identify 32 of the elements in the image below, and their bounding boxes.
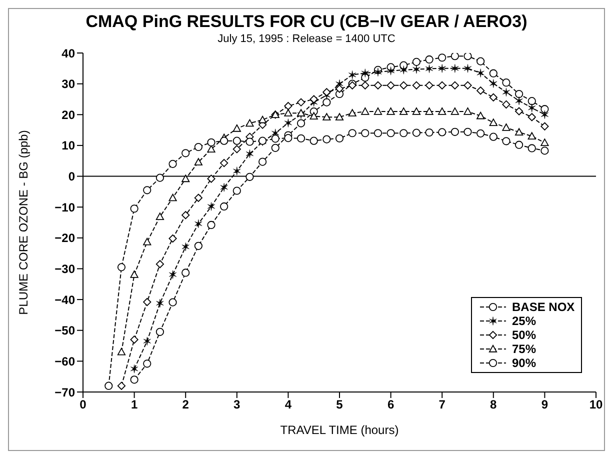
x-tick-label: 0: [80, 398, 87, 412]
x-tick-label: 5: [336, 398, 344, 412]
x-tick-label: 4: [284, 398, 292, 412]
chart-subtitle: July 15, 1995 : Release = 1400 UTC: [216, 33, 396, 45]
y-tick-label: −20: [54, 231, 76, 246]
legend-label: 50%: [512, 328, 536, 342]
y-tick-label: −50: [54, 324, 76, 338]
x-tick-label: 8: [490, 398, 498, 412]
legend-label: 90%: [512, 356, 536, 370]
x-tick-label: 9: [541, 398, 548, 412]
y-tick-label: 40: [62, 46, 76, 60]
x-tick-label: 3: [234, 398, 241, 412]
legend-label: 25%: [512, 314, 536, 328]
y-tick-label: 30: [62, 77, 76, 92]
y-tick-label: −60: [54, 354, 76, 368]
y-tick-label: −30: [54, 262, 76, 276]
y-tick-label: 10: [62, 138, 76, 153]
y-tick-label: 0: [68, 170, 76, 184]
x-tick-label: 2: [182, 398, 190, 412]
y-axis-title: PLUME CORE OZONE - BG (ppb): [16, 130, 30, 315]
x-tick-label: 6: [387, 398, 394, 412]
x-tick-label: 7: [438, 398, 446, 412]
y-tick-label: 20: [62, 108, 76, 122]
y-tick-label: −10: [54, 200, 76, 214]
chart-title: CMAQ PinG RESULTS FOR CU (CB−IV GEAR / AERO3): [84, 12, 528, 32]
y-tick-label: −70: [54, 385, 76, 400]
x-axis-title: TRAVEL TIME (hours): [280, 423, 399, 437]
legend-label: BASE NOX: [512, 300, 575, 314]
x-tick-label: 1: [130, 398, 138, 412]
y-tick-label: −40: [54, 292, 76, 307]
x-tick-label: 10: [589, 398, 603, 412]
legend-label: 75%: [512, 342, 536, 356]
